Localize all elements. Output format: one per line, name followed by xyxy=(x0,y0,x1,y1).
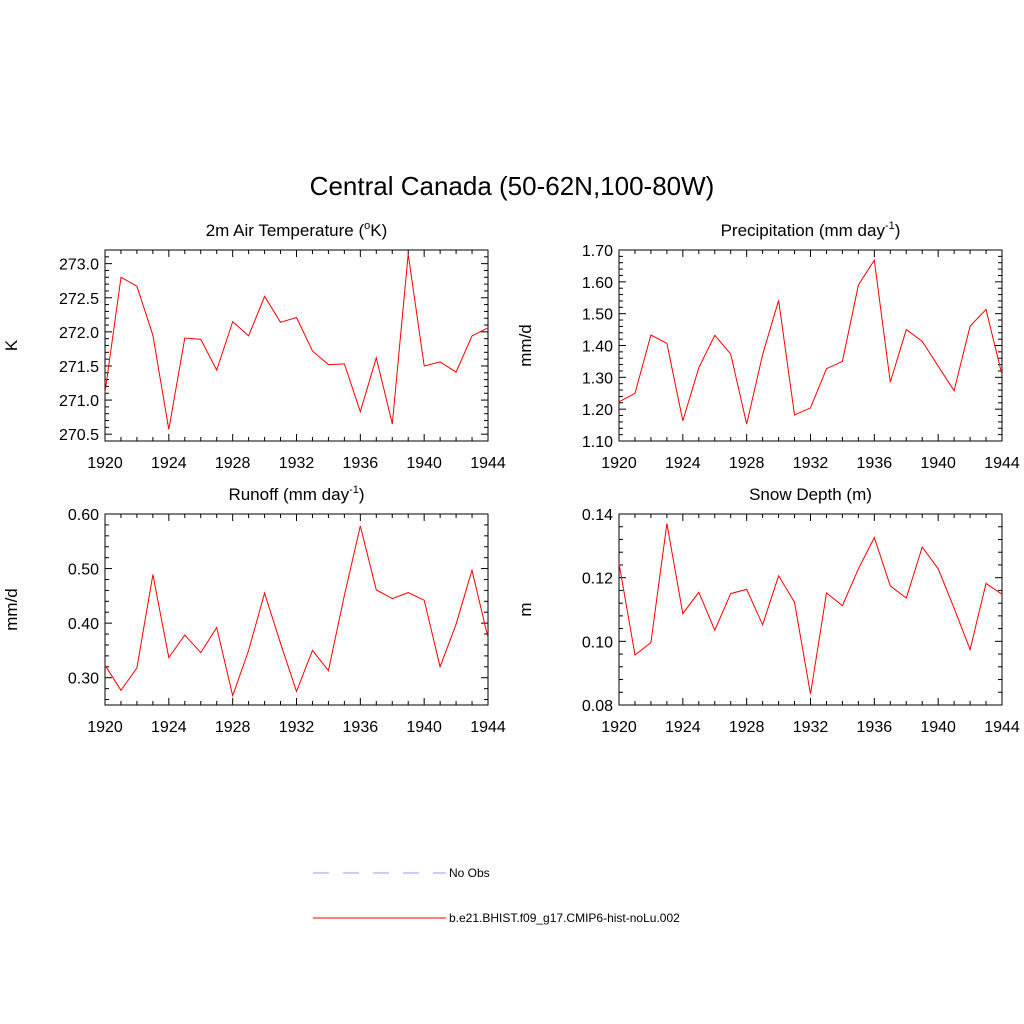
plot-frame xyxy=(104,249,489,442)
y-tick-label: 0.10 xyxy=(582,634,613,651)
y-tick-label: 1.50 xyxy=(582,307,613,324)
panel-title: Snow Depth (m) xyxy=(749,485,872,504)
x-tick-label: 1924 xyxy=(665,719,701,736)
x-tick-label: 1944 xyxy=(470,455,506,472)
x-tick-label: 1928 xyxy=(729,455,765,472)
y-tick-label: 0.50 xyxy=(68,562,99,579)
panel-title-superscript: o xyxy=(364,220,370,232)
chart-panels: 1920 1924 1928 1932 1936 1940 1944 270.5 271.0 27… xyxy=(2,220,1020,736)
y-tick-label: 0.60 xyxy=(68,507,99,524)
y-tick-label: 0.40 xyxy=(68,616,99,633)
x-tick-label: 1932 xyxy=(279,719,315,736)
y-tick-label: 0.12 xyxy=(582,571,613,588)
x-tick-label: 1920 xyxy=(87,719,123,736)
x-tick-label: 1928 xyxy=(215,455,251,472)
legend-label-model: b.e21.BHIST.f09_g17.CMIP6-hist-noLu.002 xyxy=(449,911,680,925)
panel-title-text: Runoff (mm day xyxy=(228,485,349,504)
x-tick-label: 1944 xyxy=(470,719,506,736)
panel-runoff: 1920 1924 1928 1932 1936 1940 1944 0.30 0.40 0.50… xyxy=(2,484,506,736)
y-tick-label: 1.40 xyxy=(582,339,613,356)
x-tick-label: 1928 xyxy=(215,719,251,736)
y-tick-label: 272.5 xyxy=(59,291,99,308)
x-tick-label: 1944 xyxy=(984,719,1020,736)
y-tick-label: 1.70 xyxy=(582,243,613,260)
x-tick-label: 1924 xyxy=(151,719,187,736)
y-tick-label: 0.08 xyxy=(582,698,613,715)
y-axis-label: K xyxy=(2,339,21,351)
panel-title-superscript: -1 xyxy=(349,484,359,496)
plot-frame xyxy=(618,513,1003,706)
y-tick-label: 1.10 xyxy=(582,434,613,451)
x-tick-label: 1920 xyxy=(601,719,637,736)
x-tick-label: 1932 xyxy=(279,455,315,472)
y-axis-label: m xyxy=(516,602,535,616)
x-tick-label: 1932 xyxy=(793,719,829,736)
x-tick-label: 1940 xyxy=(920,719,956,736)
x-tick-label: 1924 xyxy=(665,455,701,472)
x-tick-label: 1936 xyxy=(343,719,379,736)
y-tick-label: 1.20 xyxy=(582,402,613,419)
plot-frame xyxy=(618,249,1003,442)
y-tick-label: 271.0 xyxy=(59,393,99,410)
x-tick-label: 1936 xyxy=(857,455,893,472)
y-tick-label: 1.30 xyxy=(582,370,613,387)
x-tick-label: 1940 xyxy=(406,455,442,472)
series-line xyxy=(104,254,489,430)
y-tick-label: 270.5 xyxy=(59,427,99,444)
figure-title: Central Canada (50-62N,100-80W) xyxy=(310,171,715,201)
panel-title-text-end: ) xyxy=(895,221,901,240)
y-tick-label: 1.60 xyxy=(582,275,613,292)
y-tick-label: 271.5 xyxy=(59,359,99,376)
x-tick-label: 1920 xyxy=(87,455,123,472)
panel-title: Runoff (mm day-1) xyxy=(228,484,364,504)
panel-title: Precipitation (mm day-1) xyxy=(721,220,901,240)
panel-title-text: 2m Air Temperature ( xyxy=(206,221,365,240)
panel-precipitation: 1920 1924 1928 1932 1936 1940 1944 1.10 1.20 1.30… xyxy=(516,220,1020,472)
y-tick-label: 273.0 xyxy=(59,257,99,274)
y-axis-label: mm/d xyxy=(2,588,21,631)
x-tick-label: 1932 xyxy=(793,455,829,472)
panel-title-text: Snow Depth (m) xyxy=(749,485,872,504)
x-tick-label: 1936 xyxy=(343,455,379,472)
plot-frame xyxy=(104,513,489,706)
panel-title-superscript: -1 xyxy=(885,220,895,232)
x-tick-label: 1944 xyxy=(984,455,1020,472)
panel-title-text: Precipitation (mm day xyxy=(721,221,886,240)
series-line xyxy=(618,523,1003,695)
x-tick-label: 1928 xyxy=(729,719,765,736)
series-line xyxy=(618,258,1003,425)
x-tick-label: 1940 xyxy=(406,719,442,736)
y-axis-label: mm/d xyxy=(516,324,535,367)
x-tick-label: 1924 xyxy=(151,455,187,472)
panel-title-text-end: K) xyxy=(370,221,387,240)
x-tick-label: 1936 xyxy=(857,719,893,736)
y-tick-label: 0.30 xyxy=(68,671,99,688)
legend: No Obs b.e21.BHIST.f09_g17.CMIP6-hist-no… xyxy=(313,866,680,925)
panel-air-temperature: 1920 1924 1928 1932 1936 1940 1944 270.5 271.0 27… xyxy=(2,220,506,472)
panel-snow-depth: 1920 1924 1928 1932 1936 1940 1944 0.08 0.10 0.12… xyxy=(516,485,1020,736)
panel-title-text-end: ) xyxy=(359,485,365,504)
x-tick-label: 1920 xyxy=(601,455,637,472)
legend-label-obs: No Obs xyxy=(449,866,490,880)
x-tick-label: 1940 xyxy=(920,455,956,472)
y-tick-label: 0.14 xyxy=(582,507,613,524)
panel-title: 2m Air Temperature (oK) xyxy=(206,220,388,240)
series-line xyxy=(104,525,489,698)
y-tick-label: 272.0 xyxy=(59,325,99,342)
